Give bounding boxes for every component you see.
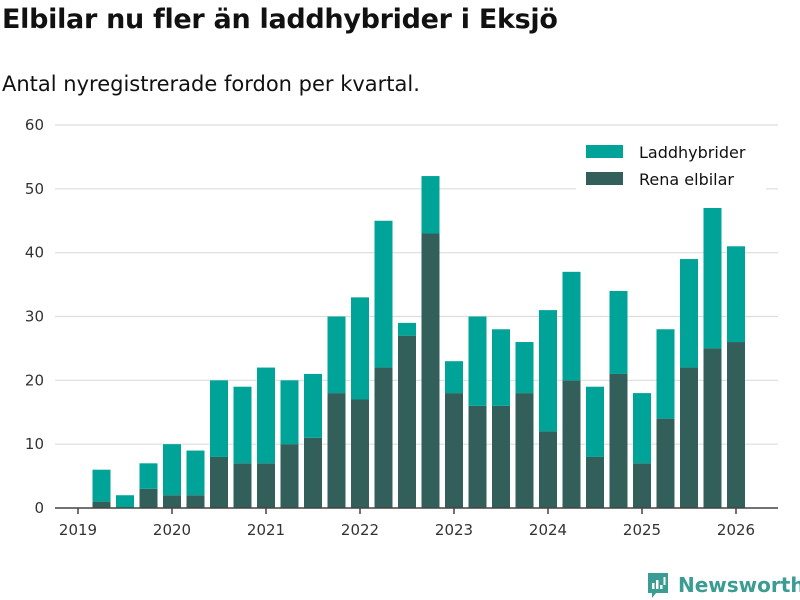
bar-laddhybrider: [515, 342, 534, 394]
bar-laddhybrider: [139, 463, 158, 489]
bar-rena-elbilar: [398, 335, 416, 508]
bar-rena-elbilar: [586, 456, 604, 508]
bar-laddhybrider: [280, 380, 299, 445]
bar-rena-elbilar: [539, 431, 557, 508]
bar-laddhybrider: [233, 386, 252, 464]
bar-rena-elbilar: [92, 501, 111, 508]
bar-rena-elbilar: [421, 233, 440, 508]
brand-name: Newsworthy: [678, 573, 800, 597]
bar-laddhybrider: [727, 246, 745, 343]
bar-rena-elbilar: [186, 495, 205, 508]
y-tick-label: 50: [25, 180, 44, 198]
x-tick-label: 2024: [529, 521, 567, 539]
bar-rena-elbilar: [374, 367, 393, 508]
bar-rena-elbilar: [327, 393, 346, 508]
bar-rena-elbilar: [163, 495, 181, 508]
x-tick-label: 2022: [341, 521, 379, 539]
bar-laddhybrider: [163, 444, 181, 496]
y-tick-label: 60: [25, 116, 44, 134]
bar-laddhybrider: [327, 316, 346, 394]
x-tick-label: 2025: [623, 521, 661, 539]
y-tick-label: 0: [34, 499, 44, 517]
bar-rena-elbilar: [233, 463, 252, 508]
legend-label: Laddhybrider: [639, 143, 746, 162]
bar-rena-elbilar: [492, 405, 510, 508]
legend-label: Rena elbilar: [639, 170, 734, 189]
bar-laddhybrider: [468, 316, 487, 406]
bar-rena-elbilar: [609, 373, 628, 508]
chart-subtitle: Antal nyregistrerade fordon per kvartal.: [2, 72, 420, 96]
bar-laddhybrider: [703, 207, 722, 349]
legend-swatch: [586, 145, 623, 158]
bar-laddhybrider: [304, 373, 322, 438]
bar-laddhybrider: [562, 271, 581, 381]
bar-laddhybrider: [586, 386, 604, 457]
bar-rena-elbilar: [680, 367, 698, 508]
bar-laddhybrider: [421, 176, 440, 234]
y-tick-label: 40: [25, 244, 44, 262]
x-tick-label: 2019: [59, 521, 97, 539]
x-tick-label: 2023: [435, 521, 473, 539]
bar-rena-elbilar: [468, 405, 487, 508]
bar-rena-elbilar: [139, 488, 158, 508]
bar-laddhybrider: [257, 367, 275, 464]
bar-rena-elbilar: [562, 380, 581, 508]
bar-rena-elbilar: [445, 393, 463, 508]
bar-rena-elbilar: [210, 456, 228, 508]
bar-laddhybrider: [116, 495, 134, 508]
bar-laddhybrider: [398, 322, 416, 336]
bar-rena-elbilar: [727, 342, 745, 508]
bar-laddhybrider: [609, 290, 628, 374]
bar-laddhybrider: [539, 310, 557, 432]
bar-laddhybrider: [656, 329, 675, 419]
y-tick-label: 30: [25, 308, 44, 326]
x-tick-label: 2026: [717, 521, 755, 539]
newsworthy-logo-icon: [648, 573, 668, 598]
bar-rena-elbilar: [351, 399, 369, 508]
newsworthy-logo: Newsworthy: [646, 571, 800, 599]
bar-rena-elbilar: [656, 418, 675, 508]
y-tick-label: 20: [25, 371, 44, 389]
bar-laddhybrider: [374, 220, 393, 368]
bar-rena-elbilar: [280, 444, 299, 508]
bar-laddhybrider: [210, 380, 228, 457]
bar-laddhybrider: [492, 329, 510, 406]
bar-laddhybrider: [445, 361, 463, 394]
legend-swatch: [586, 172, 623, 185]
bar-laddhybrider: [351, 297, 369, 400]
chart-title: Elbilar nu fler än laddhybrider i Eksjö: [2, 4, 558, 35]
bar-laddhybrider: [186, 450, 205, 496]
bar-rena-elbilar: [257, 463, 275, 508]
bar-rena-elbilar: [304, 437, 322, 508]
bar-laddhybrider: [92, 469, 111, 502]
bar-laddhybrider: [633, 393, 651, 464]
bar-rena-elbilar: [515, 393, 534, 508]
bar-rena-elbilar: [703, 348, 722, 508]
x-tick-label: 2021: [247, 521, 285, 539]
bar-laddhybrider: [680, 259, 698, 368]
y-tick-label: 10: [25, 435, 44, 453]
x-tick-label: 2020: [153, 521, 191, 539]
bar-rena-elbilar: [633, 463, 651, 508]
